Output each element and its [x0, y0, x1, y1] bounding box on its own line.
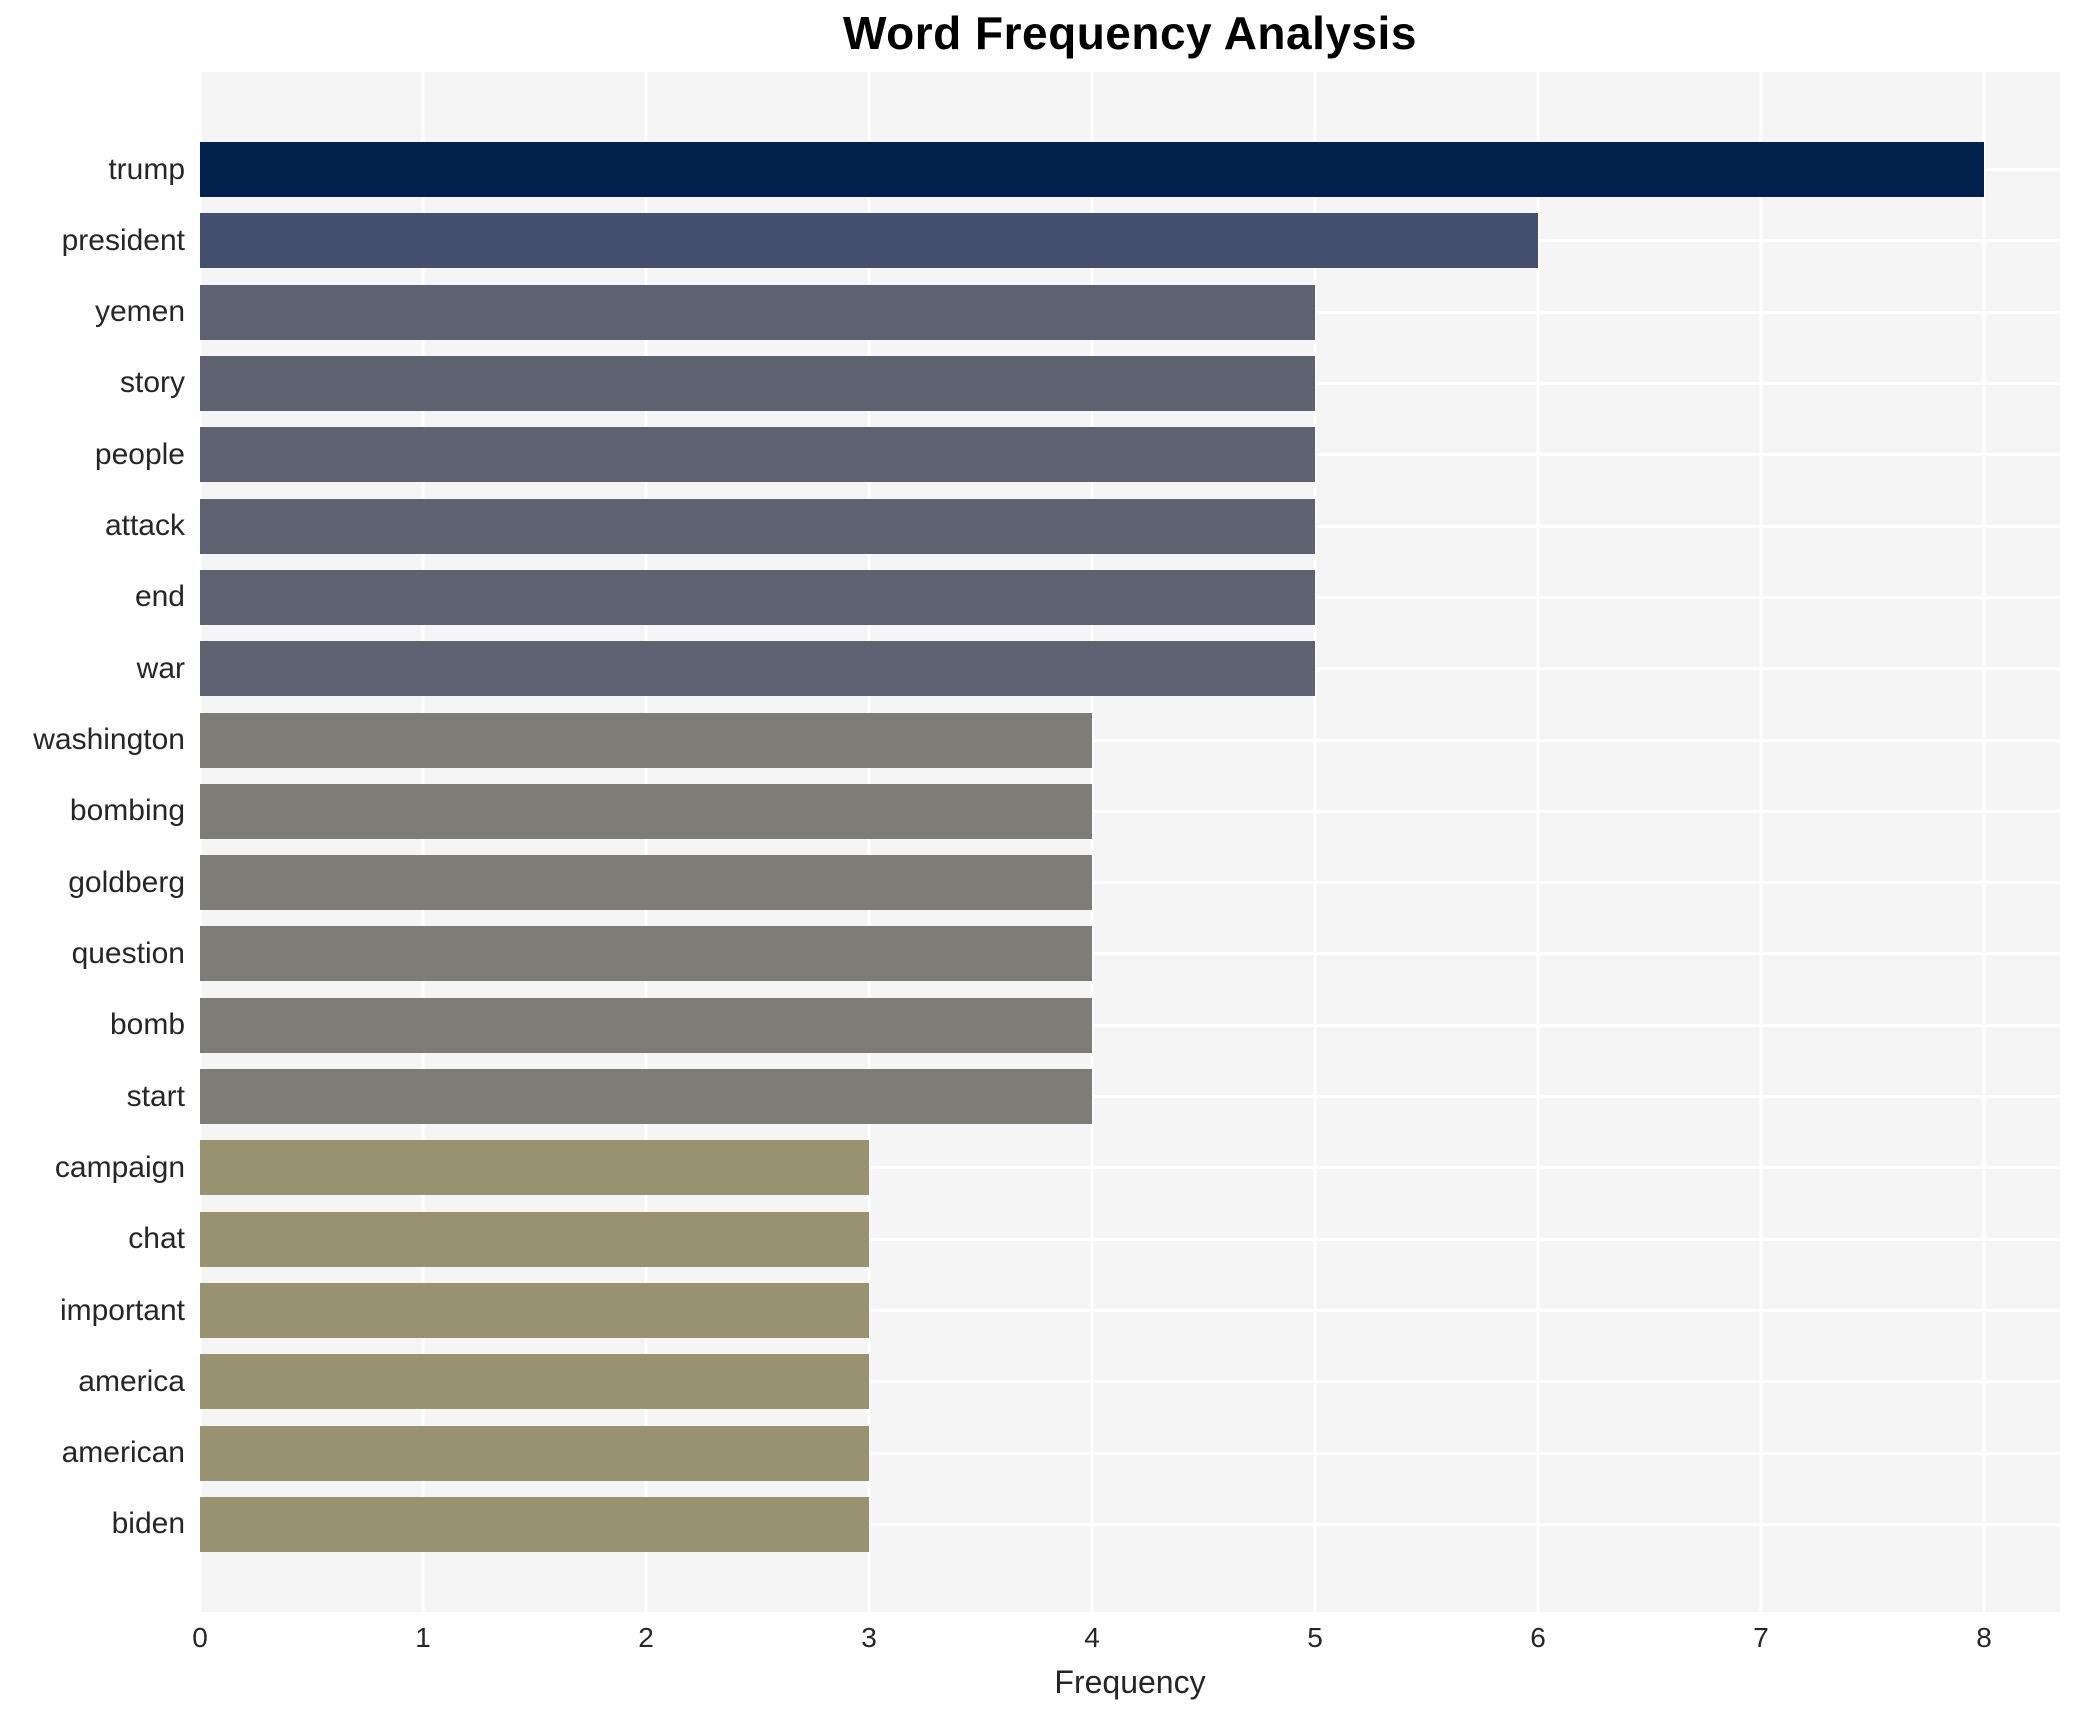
bar-biden — [200, 1496, 869, 1552]
bar-row: bombing — [70, 783, 2060, 839]
x-axis-label: Frequency — [1054, 1664, 1206, 1700]
bar-row: washington — [33, 712, 2060, 768]
gridline-horizontal — [200, 952, 2060, 956]
gridline-horizontal — [200, 1380, 2060, 1384]
bar-washington — [200, 712, 1092, 768]
bar-war — [200, 641, 1315, 697]
category-label: important — [59, 1293, 185, 1327]
category-label: trump — [108, 152, 185, 186]
bar-bombing — [200, 783, 1092, 839]
bar-start — [200, 1069, 1092, 1125]
bar-people — [200, 427, 1315, 483]
bar-row: campaign — [55, 1140, 2060, 1196]
bar-row: start — [127, 1069, 2060, 1125]
bar-goldberg — [200, 855, 1092, 911]
category-label: goldberg — [68, 865, 185, 899]
bar-row: goldberg — [68, 855, 2060, 911]
bar-yemen — [200, 284, 1315, 340]
gridline-vertical — [1759, 72, 1763, 1612]
bar-american — [200, 1425, 869, 1481]
x-tick-label: 8 — [1976, 1622, 1992, 1653]
category-label: american — [61, 1436, 185, 1470]
bar-row: yemen — [95, 284, 2060, 340]
gridline-vertical — [421, 72, 425, 1612]
gridline-horizontal — [200, 881, 2060, 885]
bar-row: biden — [112, 1496, 2060, 1552]
gridline-horizontal — [200, 1166, 2060, 1170]
bars-container: trump president yemen story people attack end w… — [33, 72, 2060, 1612]
bar-president — [200, 213, 1538, 269]
bar-question — [200, 926, 1092, 982]
plot-area: trump president yemen story people attack end w… — [33, 72, 2060, 1612]
x-tick-label: 3 — [861, 1622, 877, 1653]
category-label: start — [126, 1079, 185, 1113]
x-tick-label: 4 — [1084, 1622, 1100, 1653]
bar-row: people — [95, 427, 2060, 483]
category-label: people — [94, 437, 185, 471]
category-label: story — [119, 366, 185, 400]
x-tick-label: 2 — [638, 1622, 654, 1653]
bars-area: trump president yemen story people attack end w… — [33, 72, 2060, 1612]
category-label: bomb — [109, 1008, 185, 1042]
x-tick-label: 7 — [1753, 1622, 1769, 1653]
bar-row: bomb — [110, 997, 2060, 1053]
category-label: president — [61, 223, 185, 257]
category-label: question — [71, 936, 185, 970]
category-label: bombing — [69, 794, 185, 828]
bar-row: trump — [108, 142, 2060, 197]
gridline-horizontal — [200, 1237, 2060, 1241]
bar-row: end — [135, 569, 2060, 625]
bar-campaign — [200, 1140, 869, 1196]
gridline-horizontal — [200, 1095, 2060, 1099]
category-label: washington — [33, 723, 185, 756]
bar-attack — [200, 498, 1315, 554]
gridline-vertical — [198, 72, 202, 1612]
gridline-vertical — [1536, 72, 1540, 1612]
bar-chat — [200, 1211, 869, 1267]
category-label: yemen — [94, 295, 185, 329]
gridline-vertical — [1090, 72, 1094, 1612]
bar-row: attack — [105, 498, 2060, 554]
category-label: end — [134, 580, 185, 614]
category-label: chat — [128, 1222, 185, 1256]
x-tick-label: 0 — [192, 1622, 208, 1653]
bar-america — [200, 1354, 869, 1410]
x-tick-label: 5 — [1307, 1622, 1323, 1653]
bar-important — [200, 1283, 869, 1338]
gridline-horizontal — [200, 809, 2060, 813]
bar-end — [200, 569, 1315, 625]
x-axis-ticks: 0 1 2 3 4 5 6 7 8 — [192, 1622, 1992, 1660]
gridline-horizontal — [200, 1309, 2060, 1312]
gridline-vertical — [644, 72, 648, 1612]
bar-row: story — [120, 355, 2060, 411]
bar-row: war — [137, 641, 2060, 697]
gridline-horizontal — [200, 738, 2060, 742]
category-label: war — [136, 651, 185, 685]
bar-row: important — [60, 1283, 2060, 1338]
gridline-vertical — [1313, 72, 1317, 1612]
bar-bomb — [200, 997, 1092, 1053]
x-tick-label: 6 — [1530, 1622, 1546, 1653]
chart-title: Word Frequency Analysis — [843, 7, 1417, 59]
category-label: biden — [111, 1507, 185, 1541]
gridline-horizontal — [200, 1522, 2060, 1526]
gridline-vertical — [1982, 72, 1986, 1612]
bar-row: chat — [128, 1211, 2060, 1267]
bar-row: america — [78, 1354, 2060, 1410]
x-tick-label: 1 — [415, 1622, 431, 1653]
category-label: attack — [104, 509, 185, 543]
bar-row: question — [72, 926, 2060, 982]
bar-story — [200, 355, 1315, 411]
gridline-vertical — [867, 72, 871, 1612]
gridline-horizontal — [200, 1023, 2060, 1027]
bar-trump — [200, 142, 1984, 197]
category-label: campaign — [54, 1150, 185, 1184]
gridline-horizontal — [200, 1451, 2060, 1455]
bar-row: american — [62, 1425, 2060, 1481]
bar-row: president — [62, 213, 2060, 269]
category-label: america — [78, 1364, 185, 1398]
